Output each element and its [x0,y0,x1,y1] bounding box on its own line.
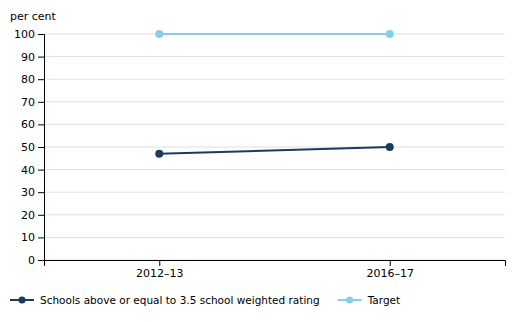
grid-line [44,214,505,215]
series-point [155,150,163,158]
y-tick-label: 60 [21,118,35,131]
y-tick-mark [38,79,44,80]
legend-marker [346,296,353,303]
y-axis-line [38,35,45,261]
series-point [155,30,163,38]
y-tick-mark [38,215,44,216]
y-tick-label: 30 [21,186,35,199]
grid-line [44,34,505,35]
y-tick-mark [38,237,44,238]
y-tick-mark [38,260,44,261]
y-tick-label: 70 [21,96,35,109]
chart: 0 10 20 30 40 50 60 70 80 90 100 2012–13 2016–17 per … [0,0,525,322]
grid-line [44,56,505,57]
y-tick: 0 [28,254,44,267]
y-tick-mark [38,102,44,103]
y-tick: 70 [21,96,44,109]
x-axis: 2012–13 2016–17 [45,260,506,280]
y-tick-mark [38,57,44,58]
y-tick: 20 [21,209,44,222]
y-tick-label: 50 [21,141,35,154]
y-tick: 60 [21,118,44,131]
grid-line [44,192,505,193]
grid-line [44,101,505,102]
y-tick-mark [38,124,44,125]
y-tick: 50 [21,141,44,154]
x-tick: 2016–17 [367,260,415,280]
x-tick: 2012–13 [136,260,184,280]
x-tick-label: 2012–13 [136,267,184,280]
grid [44,34,505,260]
x-tick-mark [390,260,391,266]
grid-line [44,124,505,125]
x-tick-label: 2016–17 [367,267,415,280]
x-tick-mark [159,260,160,266]
y-tick-label: 40 [21,164,35,177]
marks [155,30,393,158]
y-tick-label: 90 [21,51,35,64]
series-point [386,30,394,38]
plot: 0 10 20 30 40 50 60 70 80 90 100 2012–13 2016–17 [14,28,506,280]
y-tick-label: 0 [28,254,35,267]
series-point [386,143,394,151]
y-tick-label: 10 [21,231,35,244]
y-tick: 100 [14,28,44,41]
y-tick: 90 [21,51,44,64]
series-line [159,147,390,154]
x-axis-line [45,261,506,267]
y-tick-mark [38,147,44,148]
legend-marker [18,296,25,303]
legend-label: Schools above or equal to 3.5 school wei… [40,294,320,306]
y-axis-title: per cent [10,10,57,23]
legend: Schools above or equal to 3.5 school wei… [10,294,400,306]
grid-line [44,79,505,80]
y-tick: 80 [21,73,44,86]
y-tick: 40 [21,164,44,177]
y-tick-label: 100 [14,28,35,41]
grid-line [44,147,505,148]
legend-label: Target [367,294,400,306]
y-tick-mark [38,170,44,171]
y-tick-label: 80 [21,73,35,86]
legend-item: Target [338,294,400,306]
legend-item: Schools above or equal to 3.5 school wei… [10,294,320,306]
y-tick-label: 20 [21,209,35,222]
series-line [159,33,390,35]
y-tick: 30 [21,186,44,199]
y-tick-mark [38,192,44,193]
y-tick: 10 [21,231,44,244]
grid-line [44,237,505,238]
grid-line [44,169,505,170]
y-axis: 0 10 20 30 40 50 60 70 80 90 100 [14,28,45,267]
y-tick-mark [38,34,44,35]
